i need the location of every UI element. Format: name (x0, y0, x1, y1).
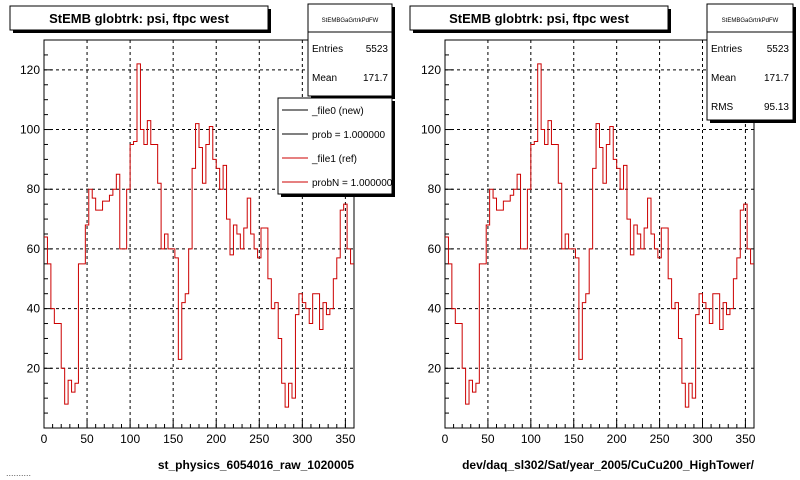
legend-entry-label: _file1 (ref) (311, 154, 357, 165)
stats-row-value: 5523 (366, 44, 389, 55)
x-tick-label: 50 (80, 432, 94, 446)
x-tick-label: 100 (120, 432, 140, 446)
x-axis-label: dev/daq_sl302/Sat/year_2005/CuCu200_High… (462, 458, 755, 472)
legend-entry-label: prob = 1.000000 (312, 130, 386, 141)
y-tick-label: 80 (428, 182, 442, 196)
stats-row-value: 171.7 (764, 73, 789, 84)
x-tick-label: 300 (292, 432, 312, 446)
stats-row-label: Mean (711, 73, 736, 84)
x-tick-label: 200 (607, 432, 627, 446)
x-tick-label: 100 (521, 432, 541, 446)
stats-row-label: Entries (711, 44, 742, 55)
stats-row-label: Mean (312, 73, 337, 84)
y-tick-label: 120 (421, 63, 441, 77)
y-tick-label: 60 (428, 242, 442, 256)
histogram-panel-1: 0 50 100 150 200 250 300 350 20 40 60 80 100 120 StEMB… (9, 3, 395, 472)
stats-row-value: 5523 (767, 44, 790, 55)
stats-row-label: Entries (312, 44, 343, 55)
y-tick-label: 80 (27, 182, 41, 196)
footer-timestamp: .......... (6, 468, 32, 478)
y-tick-label: 20 (428, 361, 442, 375)
stats-row-value: 95.13 (764, 102, 789, 113)
y-tick-label: 100 (421, 123, 441, 137)
x-tick-label: 0 (41, 432, 48, 446)
x-tick-label: 150 (163, 432, 183, 446)
chart-title: StEMB globtrk: psi, ftpc west (49, 11, 230, 26)
histogram-series-line (445, 63, 754, 408)
x-tick-label: 250 (650, 432, 670, 446)
y-tick-label: 40 (428, 302, 442, 316)
x-tick-label: 250 (249, 432, 269, 446)
title-box (9, 5, 269, 31)
x-tick-label: 150 (564, 432, 584, 446)
x-tick-label: 200 (206, 432, 226, 446)
stats-box (706, 3, 794, 121)
x-axis-label: st_physics_6054016_raw_1020005 (158, 458, 354, 472)
y-tick-label: 120 (20, 63, 40, 77)
legend-entry-label: _file0 (new) (311, 106, 364, 117)
y-tick-label: 60 (27, 242, 41, 256)
legend-entry-label: probN = 1.000000 (312, 178, 393, 189)
stats-box (307, 3, 393, 97)
legend-entries: _file0 (new) prob = 1.000000 _file1 (ref) p… (282, 106, 393, 189)
x-tick-label: 300 (692, 432, 712, 446)
legend-box (277, 97, 393, 195)
x-tick-label: 50 (481, 432, 495, 446)
histogram-panel-2: 0 50 100 150 200 250 300 350 20 40 60 80 100 120 StEMB… (409, 3, 796, 472)
y-tick-label: 40 (27, 302, 41, 316)
x-tick-label: 0 (442, 432, 449, 446)
y-tick-label: 100 (20, 123, 40, 137)
stats-row-label: RMS (711, 102, 734, 113)
title-box (409, 5, 669, 31)
stats-name: StEMBGaGrtrkPdFW (722, 18, 779, 24)
stats-name: StEMBGaGrtrkPdFW (322, 18, 379, 24)
x-tick-label: 350 (735, 432, 755, 446)
x-tick-label: 350 (335, 432, 355, 446)
y-tick-label: 20 (27, 361, 41, 375)
chart-title: StEMB globtrk: psi, ftpc west (449, 11, 630, 26)
stats-row-value: 171.7 (363, 73, 388, 84)
histogram-series-line (44, 63, 354, 408)
